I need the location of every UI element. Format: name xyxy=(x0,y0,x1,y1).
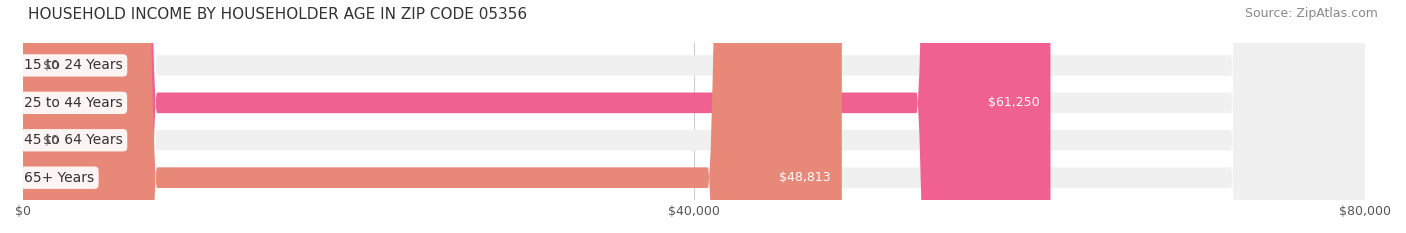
FancyBboxPatch shape xyxy=(22,0,1365,233)
FancyBboxPatch shape xyxy=(22,0,1050,233)
FancyBboxPatch shape xyxy=(22,0,842,233)
Text: $61,250: $61,250 xyxy=(988,96,1039,109)
Text: 25 to 44 Years: 25 to 44 Years xyxy=(24,96,122,110)
FancyBboxPatch shape xyxy=(22,0,1365,233)
FancyBboxPatch shape xyxy=(22,0,1365,233)
Text: 45 to 64 Years: 45 to 64 Years xyxy=(24,133,124,147)
Text: 65+ Years: 65+ Years xyxy=(24,171,94,185)
Text: HOUSEHOLD INCOME BY HOUSEHOLDER AGE IN ZIP CODE 05356: HOUSEHOLD INCOME BY HOUSEHOLDER AGE IN Z… xyxy=(28,7,527,22)
Text: Source: ZipAtlas.com: Source: ZipAtlas.com xyxy=(1244,7,1378,20)
FancyBboxPatch shape xyxy=(22,0,1365,233)
Text: 15 to 24 Years: 15 to 24 Years xyxy=(24,58,124,72)
Text: $0: $0 xyxy=(44,59,59,72)
Text: $48,813: $48,813 xyxy=(779,171,831,184)
Text: $0: $0 xyxy=(44,134,59,147)
